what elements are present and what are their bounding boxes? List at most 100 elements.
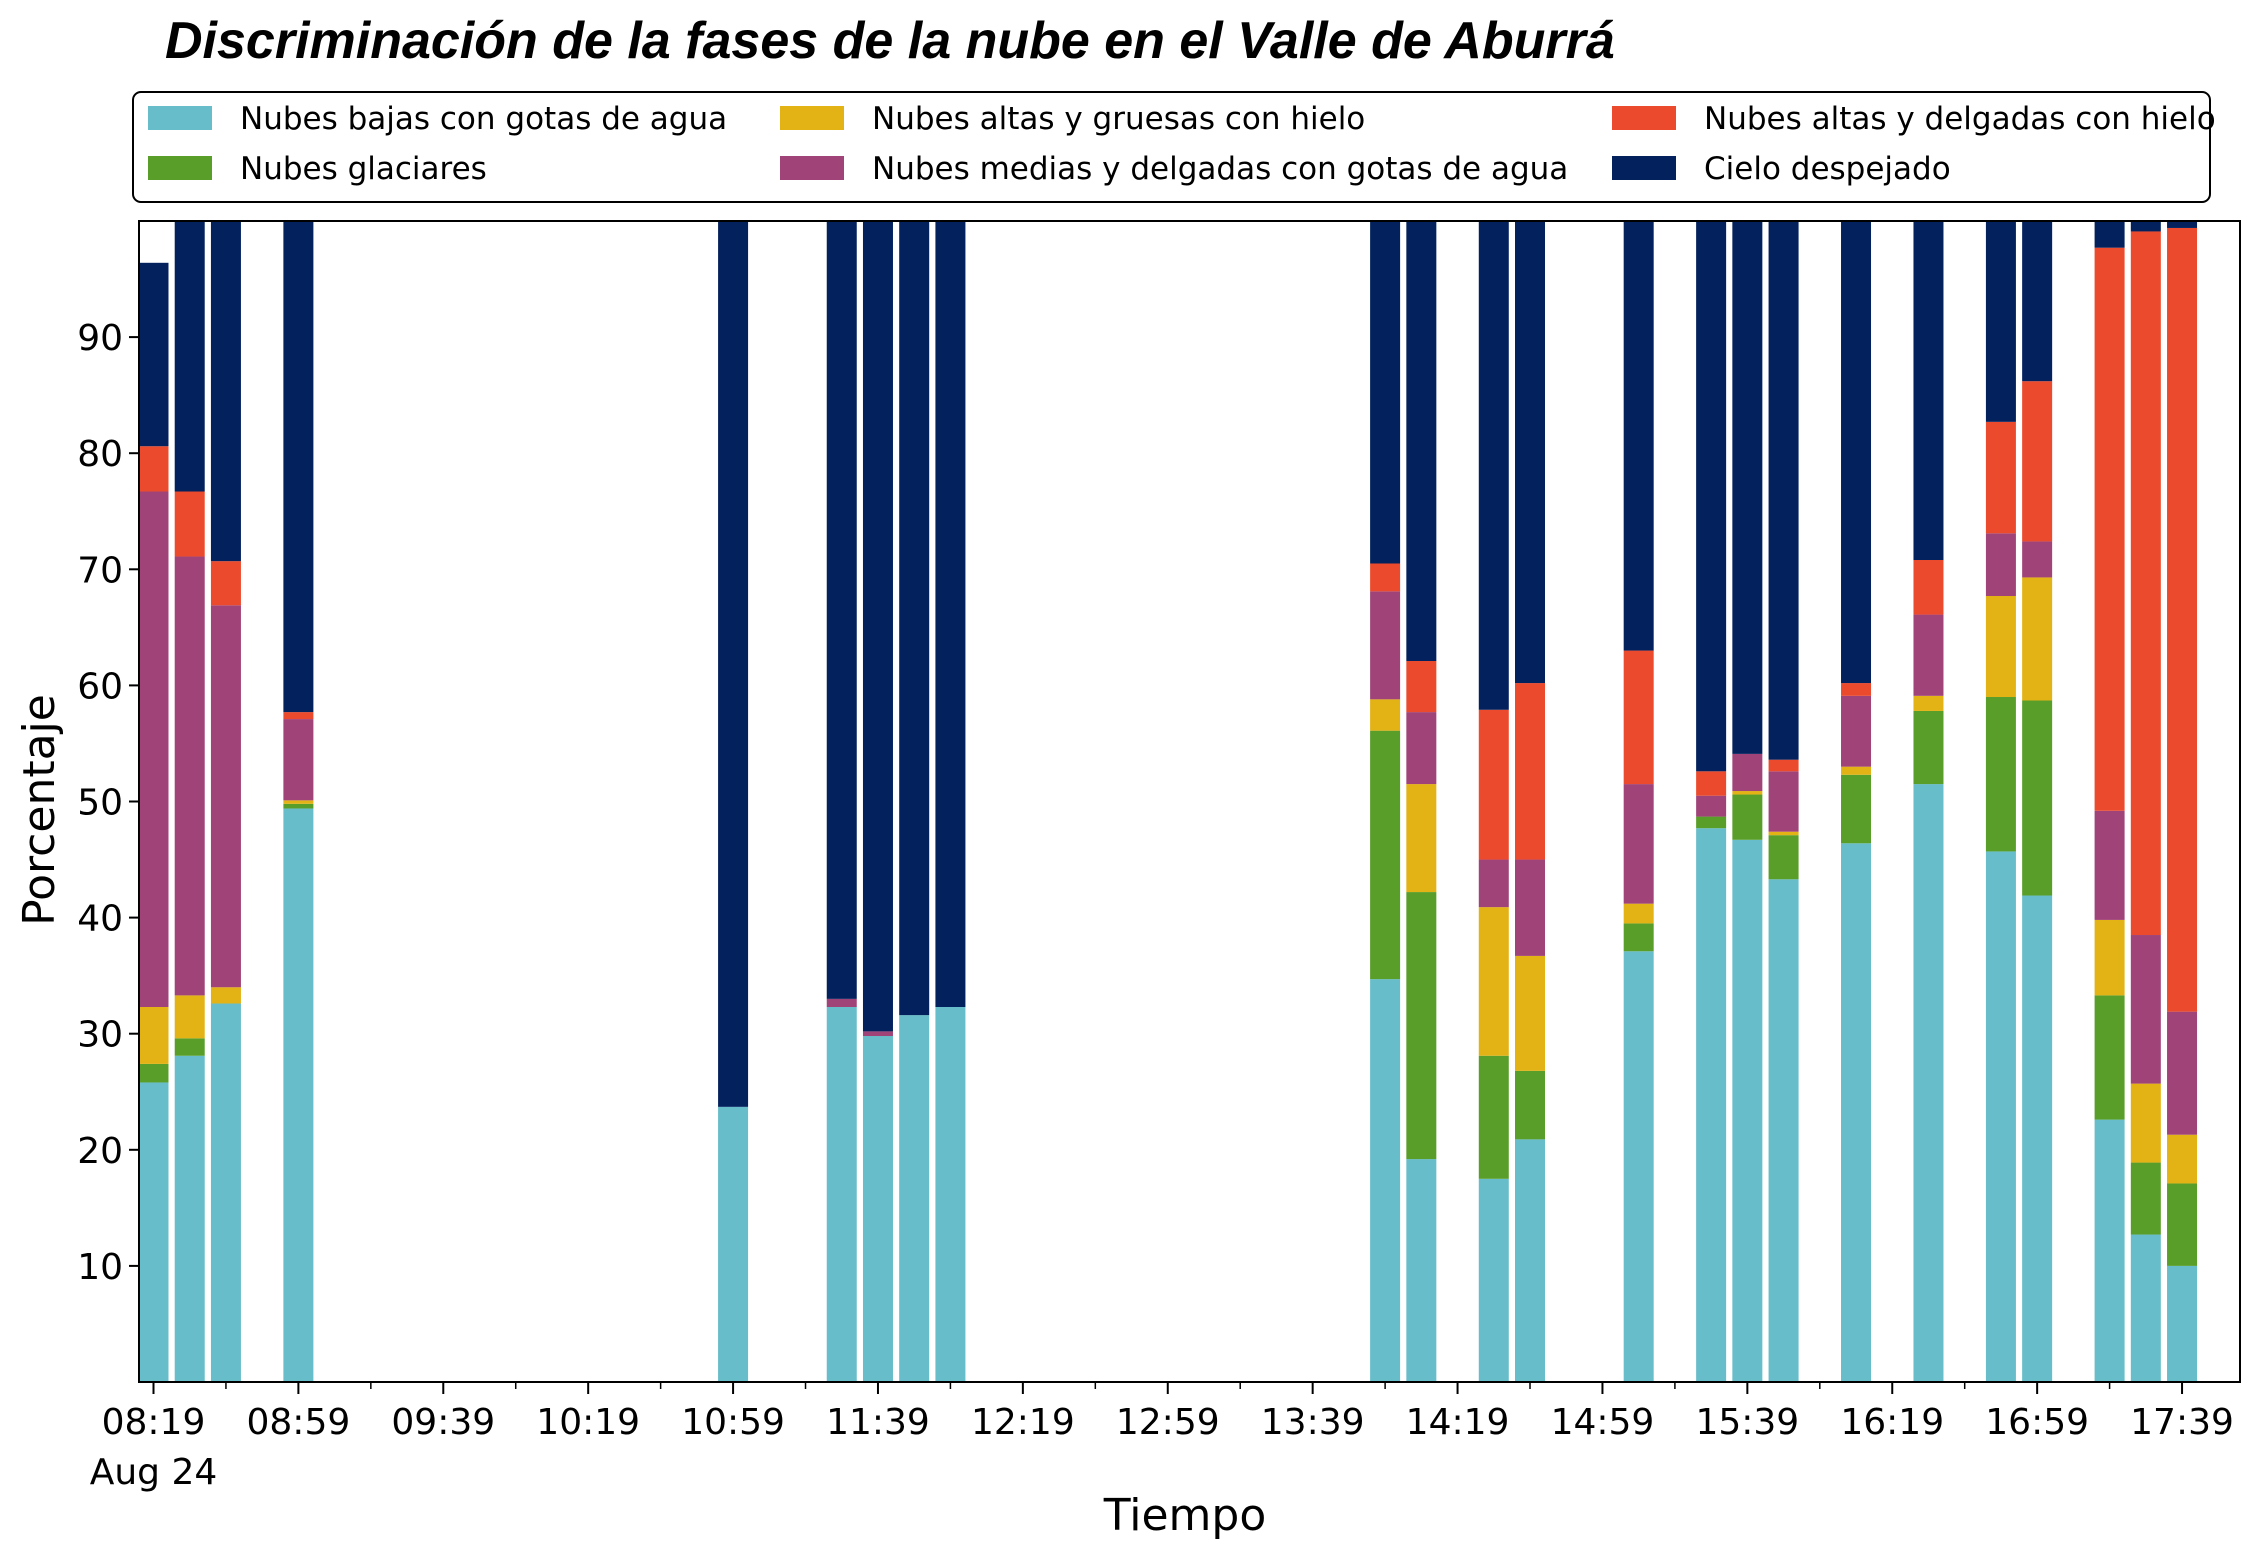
bar-segment — [1985, 596, 2016, 698]
bar-segment — [283, 712, 314, 720]
bar-segment — [1406, 1159, 1437, 1382]
bar-segment — [174, 1055, 205, 1382]
bar-segment — [1406, 712, 1437, 785]
bar-segment — [174, 221, 205, 492]
bar-segment — [2094, 221, 2125, 248]
y-axis-label: Porcentaje — [14, 694, 65, 926]
bar-segment — [2167, 1134, 2198, 1184]
legend-swatch — [1612, 156, 1676, 180]
bar-segment — [1515, 859, 1546, 956]
bar-segment — [1406, 784, 1437, 893]
bar-segment — [1768, 221, 1799, 760]
bar-segment — [1768, 759, 1799, 772]
bar-segment — [1370, 591, 1401, 700]
bar-segment — [283, 803, 314, 809]
bar-segment — [1478, 221, 1509, 710]
bar-segment — [138, 262, 169, 447]
x-tick-label: 12:59 — [1116, 1402, 1220, 1443]
bar-segment — [210, 561, 241, 606]
legend-swatch — [148, 106, 212, 130]
x-tick-label: 08:59 — [247, 1402, 351, 1443]
bar-segment — [1913, 695, 1944, 711]
bar-segment — [935, 221, 966, 1007]
bar-segment — [1913, 560, 1944, 615]
bar-segment — [899, 1015, 930, 1382]
bar-segment — [138, 1063, 169, 1083]
bar-segment — [283, 221, 314, 713]
legend-swatch — [780, 156, 844, 180]
bar-segment — [1478, 907, 1509, 1056]
bar-segment — [1841, 774, 1872, 844]
bar-segment — [862, 221, 893, 1032]
bar-segment — [2022, 577, 2053, 701]
bar-segment — [1406, 892, 1437, 1160]
y-tick-label: 90 — [77, 318, 123, 359]
bar-segment — [1515, 1139, 1546, 1382]
y-tick-label: 50 — [77, 783, 123, 824]
bar-segment — [2094, 247, 2125, 811]
bar-segment — [174, 1038, 205, 1056]
y-tick-label: 40 — [77, 899, 123, 940]
bar-segment — [2094, 810, 2125, 920]
bar-segment — [826, 1006, 857, 1382]
bar-segment — [210, 1003, 241, 1382]
bar-segment — [1841, 221, 1872, 684]
legend: Nubes bajas con gotas de agua Nubes glaci… — [132, 91, 2216, 203]
legend-entry-label: Nubes altas y gruesas con hielo — [872, 101, 1365, 137]
y-tick-label: 10 — [77, 1247, 123, 1288]
bar-segment — [899, 221, 930, 1016]
bar-segment — [1515, 955, 1546, 1071]
bar-segment — [935, 1006, 966, 1382]
x-tick-label: 09:39 — [391, 1402, 495, 1443]
bar-segment — [1370, 563, 1401, 592]
bar-segment — [1913, 784, 1944, 1382]
bar-segment — [862, 1031, 893, 1037]
bar-segment — [1623, 903, 1654, 924]
bar-segment — [138, 446, 169, 492]
bar-segment — [2094, 1119, 2125, 1382]
bar-segment — [283, 719, 314, 801]
bar-segment — [138, 1082, 169, 1382]
bar-segment — [1985, 697, 2016, 852]
bar-segment — [1732, 794, 1763, 840]
bar-segment — [2022, 541, 2053, 578]
bar-segment — [174, 556, 205, 996]
bar-segment — [210, 605, 241, 988]
bar-segment — [826, 998, 857, 1007]
x-tick-label: 13:39 — [1261, 1402, 1365, 1443]
bar-segment — [862, 1036, 893, 1382]
legend-swatch — [1612, 106, 1676, 130]
bar-segment — [1768, 879, 1799, 1382]
bar-segment — [2130, 231, 2161, 936]
legend-entry-label: Nubes bajas con gotas de agua — [240, 101, 727, 137]
bar-segment — [174, 995, 205, 1039]
bar-segment — [1768, 771, 1799, 832]
x-tick-label: 12:19 — [971, 1402, 1075, 1443]
bar-segment — [1623, 923, 1654, 952]
bar-segment — [1696, 828, 1727, 1382]
bar-segment — [1515, 683, 1546, 860]
y-tick-label: 70 — [77, 550, 123, 591]
bar-segment — [826, 221, 857, 999]
bar-segment — [1623, 951, 1654, 1382]
bar-segment — [1985, 533, 2016, 597]
y-tick-label: 60 — [77, 666, 123, 707]
bar-segment — [1841, 766, 1872, 775]
legend-swatch — [780, 106, 844, 130]
bar-segment — [138, 1006, 169, 1064]
bar-segment — [1768, 835, 1799, 880]
bar-segment — [1768, 831, 1799, 836]
bar-segment — [2130, 1083, 2161, 1163]
bar-segment — [1913, 221, 1944, 561]
legend-entry-label: Nubes medias y delgadas con gotas de agu… — [872, 151, 1568, 187]
bar-segment — [1370, 221, 1401, 564]
bar-segment — [1841, 843, 1872, 1382]
x-tick-label: 16:19 — [1840, 1402, 1944, 1443]
bar-segment — [2130, 221, 2161, 232]
y-tick-label: 20 — [77, 1131, 123, 1172]
bar-segment — [1370, 730, 1401, 980]
x-axis-label: Tiempo — [1103, 1490, 1267, 1541]
legend-entry-label: Cielo despejado — [1704, 151, 1951, 187]
bar-segment — [1623, 650, 1654, 785]
bar-segment — [2167, 1265, 2198, 1382]
